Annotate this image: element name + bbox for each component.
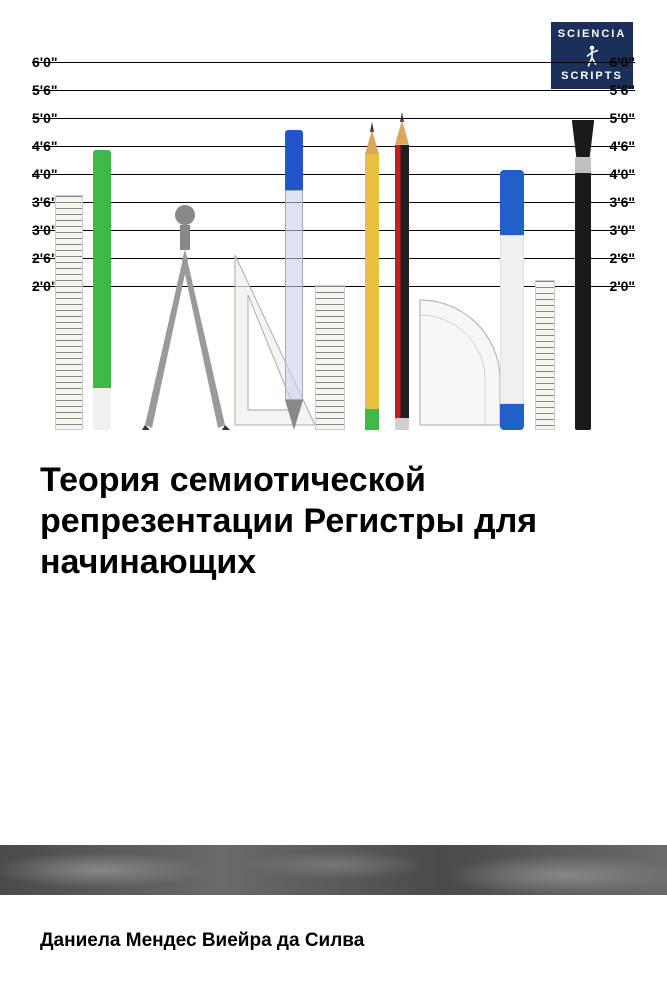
height-label-left: 6'0" <box>32 54 58 70</box>
height-label-right: 5'6" <box>609 82 635 98</box>
height-label-right: 4'6" <box>609 138 635 154</box>
height-label-right: 6'0" <box>609 54 635 70</box>
height-label-right: 3'0" <box>609 222 635 238</box>
height-label-right: 3'6" <box>609 194 635 210</box>
height-label-right: 2'0" <box>609 278 635 294</box>
drawing-compass-icon <box>130 200 240 430</box>
height-gridline <box>32 62 635 63</box>
blue-ballpoint-pen-icon <box>285 130 303 430</box>
height-label-left: 2'6" <box>32 250 58 266</box>
height-label-left: 5'6" <box>32 82 58 98</box>
set-square-icon <box>230 250 320 430</box>
narrow-ruler-icon <box>535 280 555 430</box>
height-label-left: 2'0" <box>32 278 58 294</box>
ruler-icon <box>55 195 83 430</box>
book-title: Теория семиотической репрезентации Регис… <box>40 460 627 582</box>
height-label-right: 2'6" <box>609 250 635 266</box>
paintbrush-icon <box>575 120 591 430</box>
author-name: Даниела Мендес Виейра да Силва <box>40 930 364 952</box>
cover-illustration: SCIENCIA SCRIPTS 6'0"6'0"5'6"5'6"5'0"5'0… <box>0 0 667 430</box>
book-title-block: Теория семиотической репрезентации Регис… <box>40 460 627 582</box>
decorative-crumpled-paper-band <box>0 845 667 895</box>
blue-marker-icon <box>500 170 524 430</box>
yellow-pencil-icon <box>365 130 379 430</box>
height-label-left: 4'0" <box>32 166 58 182</box>
protractor-icon <box>415 280 505 430</box>
height-label-left: 5'0" <box>32 110 58 126</box>
height-label-left: 3'0" <box>32 222 58 238</box>
height-label-right: 4'0" <box>609 166 635 182</box>
height-label-right: 5'0" <box>609 110 635 126</box>
short-ruler-icon <box>315 285 345 430</box>
green-pen-icon <box>93 150 111 430</box>
red-black-pencil-icon <box>395 120 409 430</box>
height-label-left: 3'6" <box>32 194 58 210</box>
stationery-tools-lineup <box>55 80 612 430</box>
author-block: Даниела Мендес Виейра да Силва <box>40 930 364 952</box>
height-label-left: 4'6" <box>32 138 58 154</box>
publisher-name-line1: SCIENCIA <box>558 28 627 41</box>
